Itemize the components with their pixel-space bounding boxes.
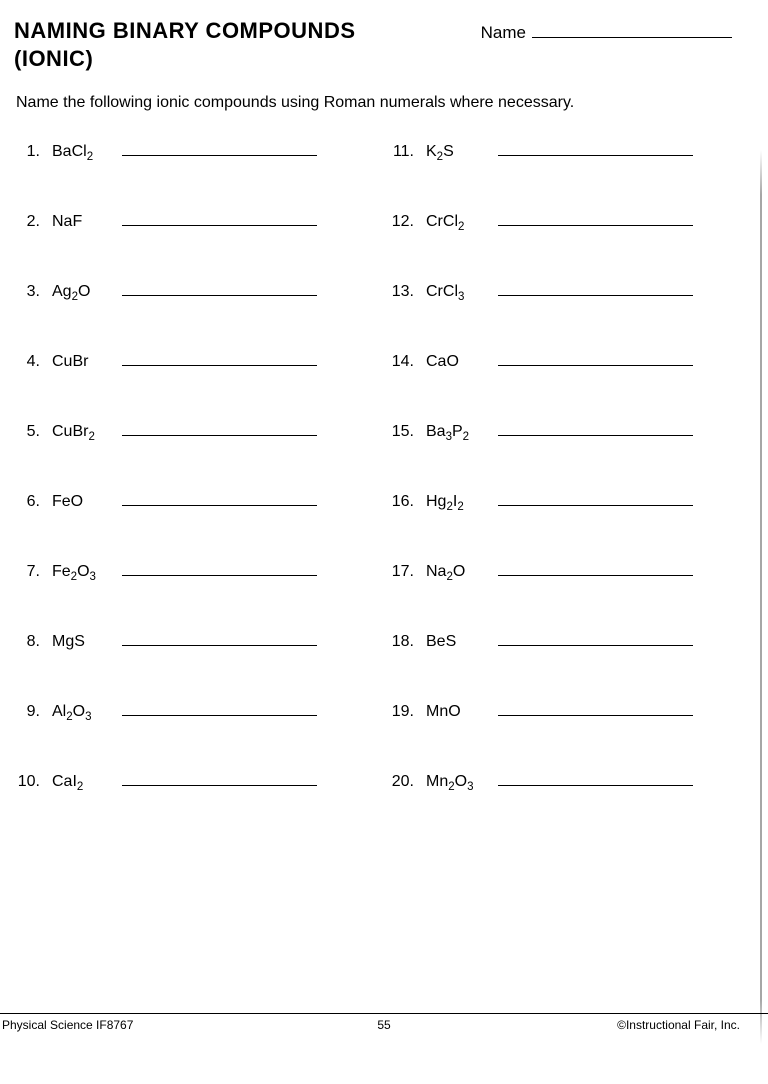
answer-input-line[interactable] [498, 700, 693, 716]
chemical-formula: CaO [418, 353, 498, 371]
chemical-formula: Ag2O [44, 283, 122, 301]
problem-number: 12. [384, 213, 418, 231]
chemical-formula: Fe2O3 [44, 563, 122, 581]
title-block: NAMING BINARY COMPOUNDS (IONIC) [14, 18, 481, 72]
answer-input-line[interactable] [122, 560, 317, 576]
answer-input-line[interactable] [498, 140, 693, 156]
chemical-formula: CrCl2 [418, 213, 498, 231]
answer-input-line[interactable] [122, 140, 317, 156]
problem-row: 5.CuBr2 [14, 420, 370, 441]
answer-input-line[interactable] [498, 770, 693, 786]
answer-input-line[interactable] [498, 280, 693, 296]
problem-row: 8.MgS [14, 630, 370, 651]
footer-left: Physical Science IF8767 [2, 1018, 133, 1032]
problem-row: 15.Ba3P2 [384, 420, 740, 441]
chemical-formula: Hg2I2 [418, 493, 498, 511]
problems-column-right: 11.K2S 12.CrCl2 13.CrCl3 14.CaO 15.Ba3P2 16.H… [384, 140, 740, 791]
problem-number: 15. [384, 423, 418, 441]
chemical-formula: CuBr2 [44, 423, 122, 441]
chemical-formula: CuBr [44, 353, 122, 371]
problem-number: 9. [14, 703, 44, 721]
answer-input-line[interactable] [498, 210, 693, 226]
problem-row: 11.K2S [384, 140, 740, 161]
problem-number: 19. [384, 703, 418, 721]
chemical-formula: Al2O3 [44, 703, 122, 721]
problem-row: 3.Ag2O [14, 280, 370, 301]
problem-row: 14.CaO [384, 350, 740, 371]
problems-column-left: 1.BaCl22.NaF3.Ag2O4.CuBr5.CuBr26.FeO7.Fe… [14, 140, 370, 791]
chemical-formula: MgS [44, 633, 122, 651]
answer-input-line[interactable] [122, 350, 317, 366]
header: NAMING BINARY COMPOUNDS (IONIC) Name [14, 18, 740, 72]
problem-number: 3. [14, 283, 44, 301]
problem-number: 4. [14, 353, 44, 371]
footer-page-number: 55 [377, 1018, 390, 1032]
problems-grid: 1.BaCl22.NaF3.Ag2O4.CuBr5.CuBr26.FeO7.Fe… [14, 140, 740, 791]
problem-number: 1. [14, 143, 44, 161]
chemical-formula: NaF [44, 213, 122, 231]
problem-number: 6. [14, 493, 44, 511]
problem-number: 8. [14, 633, 44, 651]
chemical-formula: Na2O [418, 563, 498, 581]
answer-input-line[interactable] [122, 770, 317, 786]
problem-number: 11. [384, 143, 418, 161]
answer-input-line[interactable] [122, 420, 317, 436]
answer-input-line[interactable] [122, 630, 317, 646]
answer-input-line[interactable] [122, 490, 317, 506]
footer-right: ©Instructional Fair, Inc. [617, 1018, 740, 1032]
chemical-formula: MnO [418, 703, 498, 721]
problem-number: 18. [384, 633, 418, 651]
problem-row: 18.BeS [384, 630, 740, 651]
problem-row: 4.CuBr [14, 350, 370, 371]
problem-row: 1.BaCl2 [14, 140, 370, 161]
answer-input-line[interactable] [498, 350, 693, 366]
problem-number: 17. [384, 563, 418, 581]
chemical-formula: Mn2O3 [418, 773, 498, 791]
answer-input-line[interactable] [498, 630, 693, 646]
name-input-line[interactable] [532, 20, 732, 38]
answer-input-line[interactable] [498, 560, 693, 576]
problem-number: 10. [14, 773, 44, 791]
problem-row: 6.FeO [14, 490, 370, 511]
instructions: Name the following ionic compounds using… [16, 94, 740, 112]
chemical-formula: FeO [44, 493, 122, 511]
problem-number: 20. [384, 773, 418, 791]
answer-input-line[interactable] [498, 420, 693, 436]
problem-row: 7.Fe2O3 [14, 560, 370, 581]
problem-number: 5. [14, 423, 44, 441]
problem-number: 14. [384, 353, 418, 371]
answer-input-line[interactable] [122, 280, 317, 296]
problem-row: 16.Hg2I2 [384, 490, 740, 511]
problem-row: 12.CrCl2 [384, 210, 740, 231]
title-line-2: (IONIC) [14, 46, 481, 72]
footer: Physical Science IF8767 55 ©Instructiona… [0, 1013, 768, 1032]
name-field: Name [481, 20, 732, 43]
problem-row: 19.MnO [384, 700, 740, 721]
chemical-formula: CrCl3 [418, 283, 498, 301]
problem-number: 7. [14, 563, 44, 581]
problem-number: 13. [384, 283, 418, 301]
chemical-formula: BeS [418, 633, 498, 651]
problem-number: 2. [14, 213, 44, 231]
problem-row: 2.NaF [14, 210, 370, 231]
problem-row: 17.Na2O [384, 560, 740, 581]
page-scan-edge [760, 150, 762, 1044]
problem-row: 20.Mn2O3 [384, 770, 740, 791]
chemical-formula: K2S [418, 143, 498, 161]
chemical-formula: BaCl2 [44, 143, 122, 161]
name-label: Name [481, 23, 526, 43]
problem-row: 9.Al2O3 [14, 700, 370, 721]
problem-row: 13.CrCl3 [384, 280, 740, 301]
chemical-formula: CaI2 [44, 773, 122, 791]
answer-input-line[interactable] [122, 210, 317, 226]
answer-input-line[interactable] [498, 490, 693, 506]
title-line-1: NAMING BINARY COMPOUNDS [14, 18, 481, 44]
problem-row: 10.CaI2 [14, 770, 370, 791]
answer-input-line[interactable] [122, 700, 317, 716]
chemical-formula: Ba3P2 [418, 423, 498, 441]
problem-number: 16. [384, 493, 418, 511]
